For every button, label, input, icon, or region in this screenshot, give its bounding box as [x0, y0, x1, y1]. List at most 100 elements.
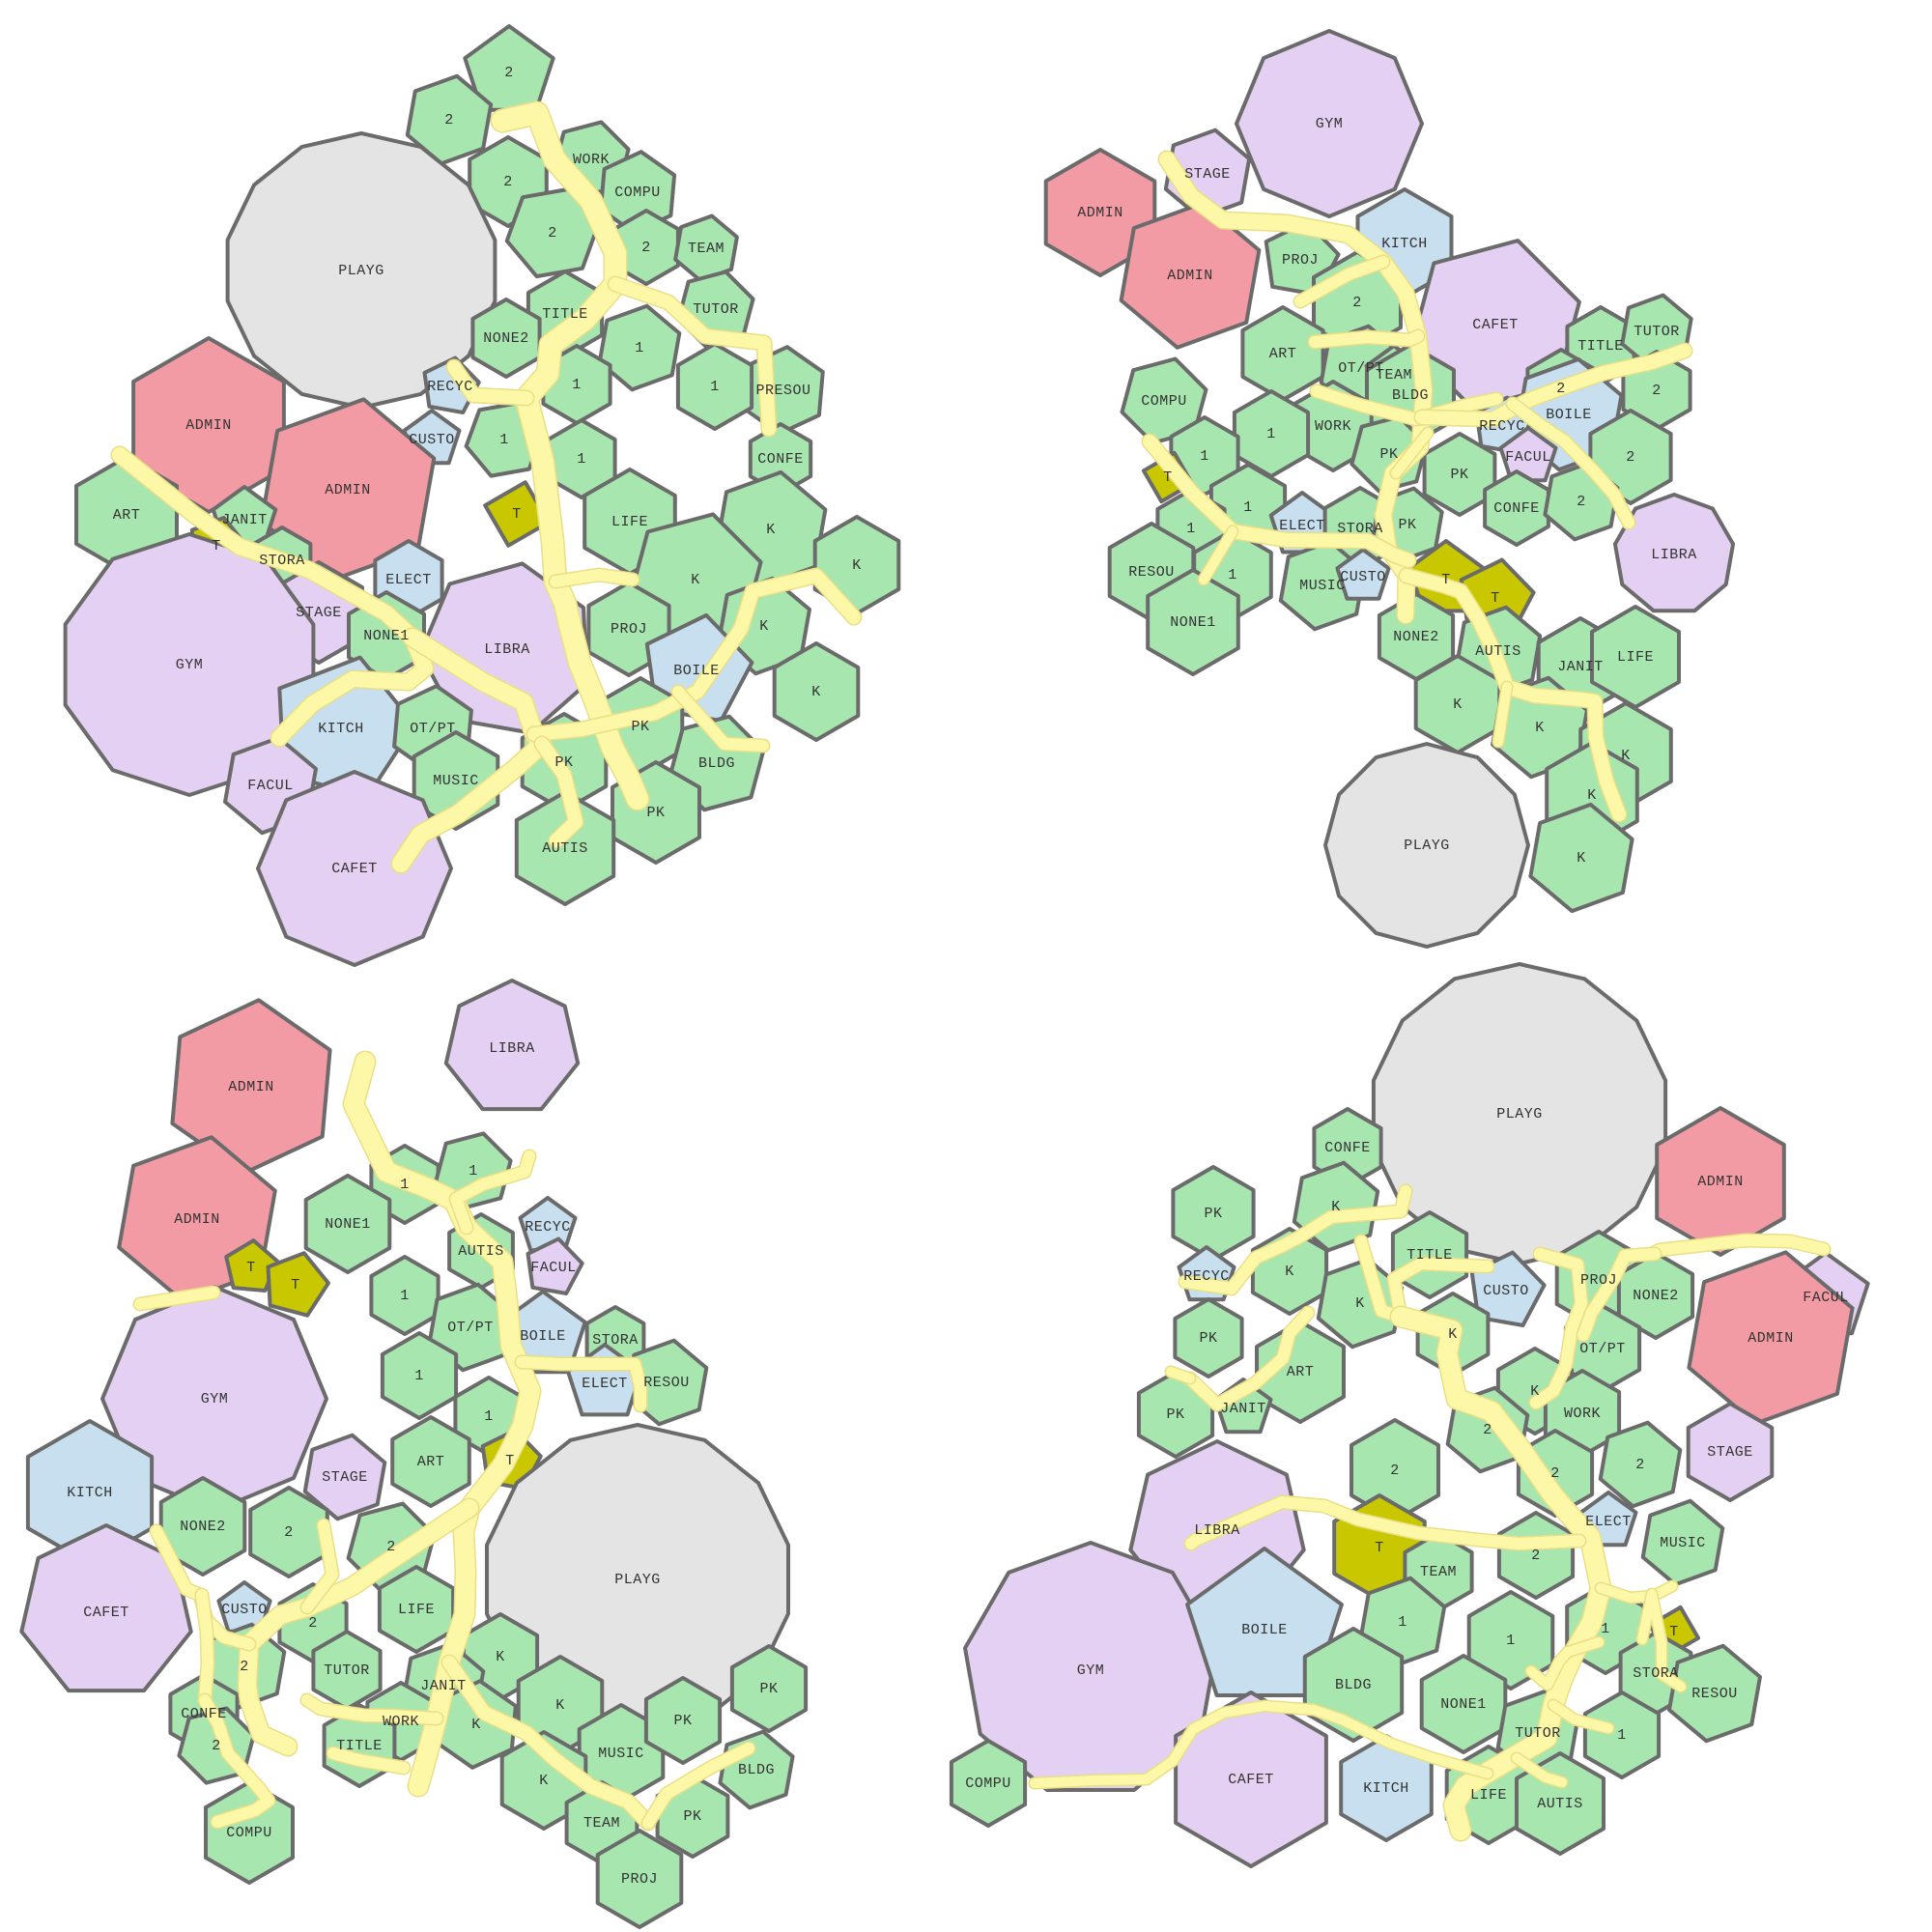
corridor [642, 1743, 754, 1829]
room-label: MUSIC [1660, 1535, 1706, 1551]
room-label: OT/PT [1338, 360, 1384, 377]
room-label: JANIT [1557, 659, 1604, 675]
room-label: STAGE [1184, 166, 1231, 183]
room-gym [63, 532, 316, 797]
room-custo [1335, 548, 1391, 601]
room-label: 2 [1556, 381, 1566, 397]
room-label: 1 [1506, 1633, 1516, 1649]
room-label: WORK [573, 152, 610, 168]
room-label: PK [1199, 1330, 1217, 1347]
room-label: K [1453, 696, 1463, 713]
floor-plan-bottom-right: PLAYG CONFE ADMIN PK K TITLE CUSTO PROJ RECYC K FA… [949, 962, 1870, 1868]
room-label: 1 [1266, 426, 1276, 442]
room-label: RECYC [1479, 418, 1525, 435]
room-label: CONFE [181, 1706, 227, 1722]
room-label: K [1577, 850, 1586, 867]
room-label: LIBRA [1194, 1522, 1240, 1539]
room-art [390, 1415, 471, 1508]
corridor [535, 737, 582, 847]
room-label: LIFE [1470, 1787, 1507, 1804]
room-label: KITCH [67, 1485, 113, 1501]
room-label: CAFET [83, 1605, 129, 1621]
room-resou [1667, 1643, 1762, 1744]
room-label: MUSIC [1299, 578, 1346, 594]
corridor [1596, 1581, 1677, 1603]
corridor [1309, 330, 1424, 348]
room-label: STAGE [322, 1469, 368, 1486]
room-label: K [539, 1773, 549, 1789]
corridor [550, 569, 639, 587]
room-label: PRESOU [755, 383, 810, 399]
room-label: LIBRA [489, 1040, 535, 1057]
room-pk [643, 1676, 723, 1765]
room-1 [369, 1255, 440, 1336]
room-label: PK [631, 719, 649, 735]
room-label: 2 [1550, 1465, 1560, 1482]
corridor [1159, 152, 1432, 623]
room-admin [1119, 201, 1262, 350]
corridor [527, 569, 861, 741]
room-label: K [759, 618, 769, 635]
room-label: T [1163, 469, 1173, 486]
labels-layer: LIBRA ADMIN 1 1 NONE1 ADMIN RECYC AUTIS T T FACUL 1… [67, 1040, 778, 1888]
room-label: 2 [1531, 1548, 1541, 1564]
room-label: 1 [572, 377, 582, 393]
room-label: 2 [212, 1738, 221, 1754]
room-none2 [470, 298, 542, 379]
room-label: 1 [1601, 1621, 1610, 1637]
room-2 [248, 1486, 329, 1578]
room-t [266, 1251, 330, 1318]
room-label: PROJ [611, 621, 647, 638]
room-label: 2 [444, 112, 454, 128]
room-label: 2 [504, 65, 514, 81]
room-label: COMPU [1141, 393, 1187, 410]
room-k [1528, 802, 1634, 914]
room-label: CUSTO [409, 432, 455, 448]
corridor [1415, 344, 1691, 426]
room-label: K [1535, 720, 1545, 736]
room-label: ADMIN [1747, 1330, 1794, 1347]
room-label: T [1375, 1540, 1384, 1556]
room-label: FACUL [1803, 1290, 1849, 1306]
room-label: PK [646, 805, 665, 821]
room-label: K [691, 572, 700, 588]
room-label: CUSTO [221, 1602, 268, 1618]
labels-layer: PLAYG CONFE ADMIN PK K TITLE CUSTO PROJ RECYC K FA… [965, 1106, 1849, 1812]
room-label: ELECT [1585, 1514, 1632, 1530]
room-label: PK [1166, 1406, 1184, 1423]
room-label: K [852, 557, 862, 574]
corridor [1185, 1496, 1585, 1549]
room-label: T [291, 1277, 300, 1293]
room-stage [1686, 1402, 1775, 1502]
rooms-layer [1043, 29, 1736, 949]
room-label: K [555, 1697, 565, 1714]
room-label: BOILE [673, 663, 720, 679]
room-label: T [505, 1453, 515, 1469]
corridor [301, 1520, 338, 1613]
room-label: TUTOR [324, 1662, 370, 1679]
room-pk [1173, 1297, 1244, 1378]
room-life [377, 1565, 456, 1654]
room-1 [1466, 1590, 1555, 1690]
room-label: ADMIN [228, 1079, 274, 1095]
room-label: NONE2 [1393, 629, 1439, 645]
room-label: CONFE [1324, 1140, 1371, 1156]
corridor [1355, 1236, 1493, 1322]
room-label: 2 [641, 240, 651, 256]
room-label: 1 [710, 379, 720, 395]
room-label: 1 [499, 432, 509, 448]
room-label: K [766, 522, 776, 538]
rooms-layer [949, 962, 1870, 1868]
room-label: MUSIC [598, 1746, 644, 1762]
corridor [344, 1052, 540, 1796]
room-label: 1 [1243, 499, 1253, 516]
room-label: PROJ [621, 1871, 658, 1888]
room-label: OT/PT [447, 1320, 494, 1336]
room-label: COMPU [226, 1825, 272, 1841]
room-label: K [811, 684, 821, 700]
room-label: K [496, 1649, 505, 1665]
corridor [301, 1694, 442, 1724]
room-label: TEAM [688, 241, 724, 257]
room-label: RECYC [1183, 1268, 1230, 1285]
room-label: OT/PT [410, 721, 456, 737]
